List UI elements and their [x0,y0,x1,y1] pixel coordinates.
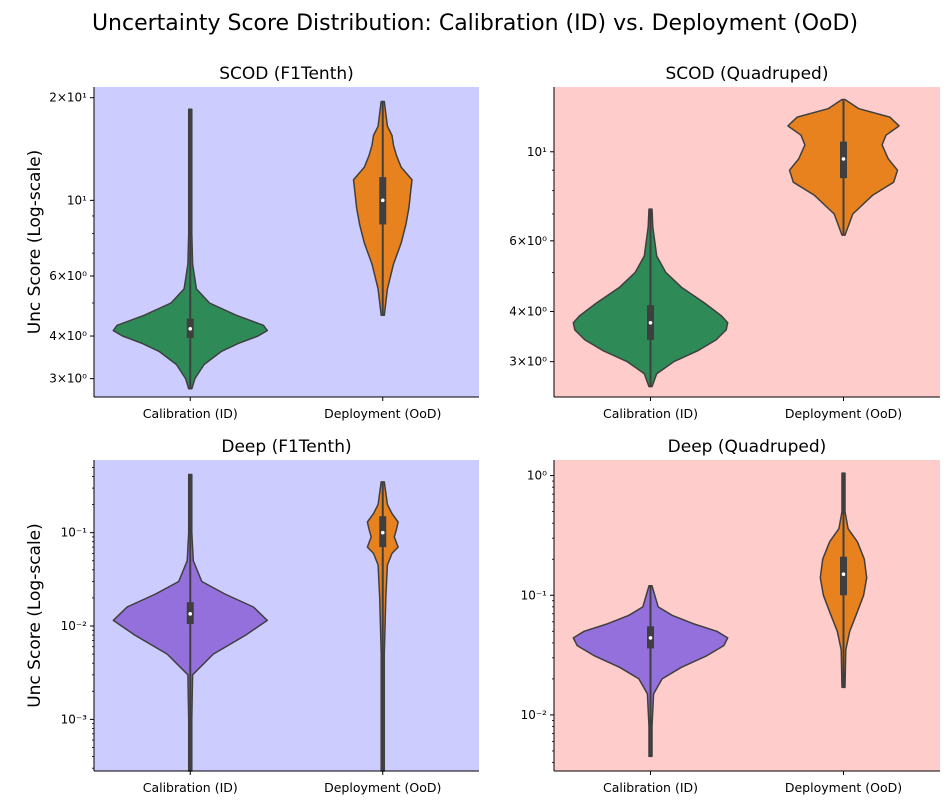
subplot-title: Deep (F1Tenth) [221,437,351,457]
violin-median [188,612,193,616]
y-tick-label: 10⁻³ [61,712,88,726]
subplot-2: 10⁻³ 10⁻² 10⁻¹ Calibration (ID) Deployment (… [25,437,479,795]
violin-median [841,572,846,576]
plot-background [94,87,479,397]
y-tick-label: 3×10⁰ [509,355,547,369]
figure-title: Uncertainty Score Distribution: Calibrat… [92,11,858,36]
violin-median [648,320,653,325]
y-tick-label: 3×10⁰ [49,372,87,386]
y-tick-label: 10⁻² [521,708,548,722]
y-axis-label: Unc Score (Log-scale) [25,523,45,708]
y-tick-label: 10⁻¹ [521,588,548,602]
y-tick-label: 6×10⁰ [49,269,87,283]
y-tick-label: 6×10⁰ [509,234,547,248]
violin-median [188,327,193,331]
violin-median [648,636,653,640]
x-tick-label: Calibration (ID) [603,406,698,421]
subplot-3: 10⁻² 10⁻¹ 10⁰ Calibration (ID) Deployment (O… [521,437,940,795]
plot-background [554,460,940,771]
y-axis-label: Unc Score (Log-scale) [25,150,45,335]
subplot-1: 3×10⁰ 4×10⁰ 6×10⁰ 10¹ Calibration (ID) Deploy… [509,64,940,421]
subplot-title: SCOD (Quadruped) [666,64,829,84]
x-tick-label: Calibration (ID) [603,780,698,795]
y-tick-label: 4×10⁰ [509,305,547,319]
x-tick-label: Calibration (ID) [143,780,238,795]
violin-median [380,530,385,535]
y-tick-label: 2×10¹ [49,91,87,105]
y-tick-label: 10¹ [527,145,547,159]
x-tick-label: Deployment (OoD) [785,406,902,421]
x-tick-label: Calibration (ID) [143,406,238,421]
y-tick-label: 4×10⁰ [49,329,87,343]
violin-median [841,157,846,161]
x-tick-label: Deployment (OoD) [785,780,902,795]
x-tick-label: Deployment (OoD) [324,780,441,795]
y-tick-label: 10⁻² [61,619,88,633]
subplot-0: 3×10⁰ 4×10⁰ 6×10⁰ 10¹ 2×10¹ Calibration (ID) D… [25,64,479,421]
y-tick-label: 10¹ [67,193,87,207]
x-tick-label: Deployment (OoD) [324,406,441,421]
subplot-title: Deep (Quadruped) [668,437,827,457]
violin-median [380,198,385,203]
y-tick-label: 10⁻¹ [61,526,88,540]
subplot-title: SCOD (F1Tenth) [219,64,354,84]
y-tick-label: 10⁰ [527,469,547,483]
